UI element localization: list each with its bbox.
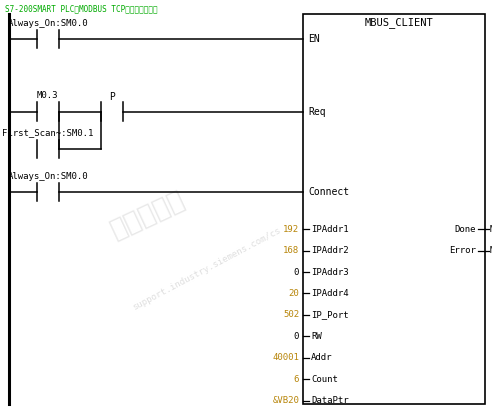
Text: support.industry.siemens.com/cs: support.industry.siemens.com/cs <box>131 225 282 311</box>
Text: Addr: Addr <box>311 353 333 362</box>
Text: Always_On:SM0.0: Always_On:SM0.0 <box>7 19 88 28</box>
Bar <box>303 14 485 404</box>
Text: DataPtr: DataPtr <box>311 396 348 405</box>
Text: MB1: MB1 <box>490 246 492 255</box>
Text: Done: Done <box>455 225 476 234</box>
Text: IPAddr3: IPAddr3 <box>311 268 348 277</box>
Text: 168: 168 <box>283 246 299 255</box>
Text: First_Scan~:SM0.1: First_Scan~:SM0.1 <box>2 128 93 138</box>
Text: 6: 6 <box>294 375 299 384</box>
Text: Connect: Connect <box>308 187 350 197</box>
Text: 20: 20 <box>288 289 299 298</box>
Text: RW: RW <box>311 332 322 341</box>
Text: 192: 192 <box>283 225 299 234</box>
Text: Error: Error <box>449 246 476 255</box>
Text: Always_On:SM0.0: Always_On:SM0.0 <box>7 172 88 181</box>
Text: 0: 0 <box>294 332 299 341</box>
Text: Count: Count <box>311 375 338 384</box>
Text: IP_Port: IP_Port <box>311 311 348 319</box>
Text: 西门子工业: 西门子工业 <box>106 186 189 243</box>
Text: Req: Req <box>308 107 326 116</box>
Text: M0.1: M0.1 <box>490 225 492 234</box>
Text: IPAddr2: IPAddr2 <box>311 246 348 255</box>
Text: 0: 0 <box>294 268 299 277</box>
Text: S7-200SMART PLC的MODBUS TCP通讯能读不能写: S7-200SMART PLC的MODBUS TCP通讯能读不能写 <box>5 4 157 13</box>
Text: MBUS_CLIENT: MBUS_CLIENT <box>364 17 433 28</box>
Text: 40001: 40001 <box>272 353 299 362</box>
Text: IPAddr1: IPAddr1 <box>311 225 348 234</box>
Text: 502: 502 <box>283 311 299 319</box>
Text: EN: EN <box>308 34 320 44</box>
Text: P: P <box>109 92 115 102</box>
Text: &VB20: &VB20 <box>272 396 299 405</box>
Text: IPAddr4: IPAddr4 <box>311 289 348 298</box>
Text: M0.3: M0.3 <box>37 91 59 100</box>
